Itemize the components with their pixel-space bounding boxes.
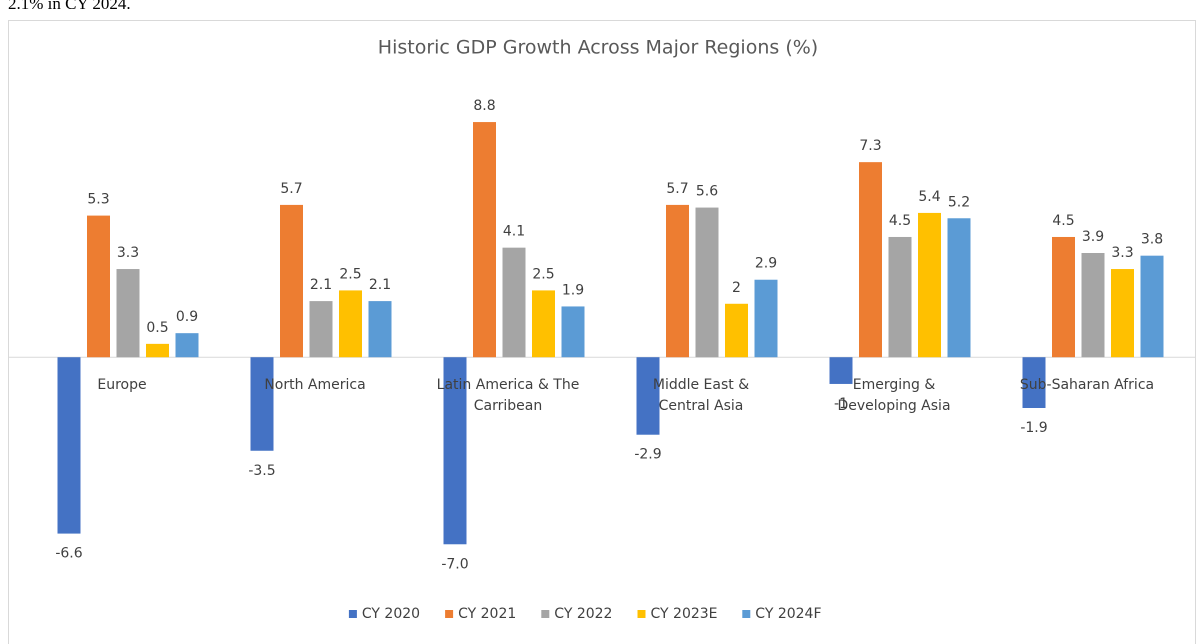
data-label: -6.6 bbox=[55, 546, 82, 562]
header-text: 2.1% in CY 2024. bbox=[8, 0, 131, 13]
data-label: 5.7 bbox=[666, 181, 688, 197]
x-tick-label: North America bbox=[264, 377, 366, 394]
legend-swatch bbox=[637, 610, 646, 618]
data-label: 2.9 bbox=[755, 256, 777, 272]
data-label: 2.1 bbox=[369, 277, 391, 293]
data-label: -3.5 bbox=[248, 463, 275, 479]
data-label: -7.0 bbox=[441, 556, 468, 572]
chart-border bbox=[8, 20, 1196, 644]
data-label: 3.3 bbox=[1111, 245, 1133, 261]
bar bbox=[502, 247, 526, 358]
data-label: 4.5 bbox=[889, 213, 911, 229]
x-tick-label: Sub-Saharan Africa bbox=[1019, 377, 1155, 394]
legend-swatch bbox=[445, 610, 454, 618]
bar bbox=[473, 122, 496, 358]
bar bbox=[695, 207, 719, 358]
x-tick-label: Emerging & Developing Asia bbox=[837, 377, 951, 415]
data-label: 0.9 bbox=[176, 309, 198, 325]
data-label: -2.9 bbox=[634, 447, 661, 463]
data-label: 5.3 bbox=[87, 192, 109, 208]
legend-swatch bbox=[348, 610, 357, 618]
x-tick-label: Middle East & Central Asia bbox=[652, 377, 750, 415]
data-label: -1 bbox=[834, 396, 848, 412]
bar bbox=[57, 357, 81, 534]
legend-label: CY 2023E bbox=[651, 606, 718, 622]
data-label: 3.9 bbox=[1082, 229, 1104, 245]
bar bbox=[947, 218, 971, 358]
bar bbox=[280, 204, 303, 358]
data-label: 4.5 bbox=[1052, 213, 1074, 229]
bar bbox=[146, 343, 169, 358]
data-label: 3.8 bbox=[1141, 232, 1163, 248]
bar bbox=[368, 301, 392, 358]
data-label: 2.5 bbox=[339, 266, 361, 282]
data-label: 2.1 bbox=[310, 277, 332, 293]
data-label: 3.3 bbox=[117, 245, 139, 261]
bar bbox=[1111, 269, 1134, 358]
legend-label: CY 2021 bbox=[458, 606, 516, 622]
bar bbox=[561, 306, 585, 358]
data-label: 2 bbox=[732, 280, 741, 296]
bar bbox=[175, 333, 199, 358]
bar bbox=[532, 290, 555, 358]
legend-swatch bbox=[541, 610, 550, 618]
bar bbox=[636, 357, 660, 435]
bar bbox=[918, 212, 941, 358]
legend-swatch bbox=[742, 610, 751, 618]
data-label: 7.3 bbox=[859, 138, 881, 154]
bar bbox=[1140, 255, 1164, 358]
bar bbox=[87, 215, 110, 358]
data-label: 2.5 bbox=[532, 266, 554, 282]
data-label: 5.4 bbox=[918, 189, 940, 205]
data-label: 5.6 bbox=[696, 184, 718, 200]
legend-label: CY 2024F bbox=[755, 606, 821, 622]
x-tick-label: Latin America & The Carribean bbox=[436, 377, 580, 415]
bar bbox=[888, 236, 912, 358]
bar bbox=[443, 357, 467, 545]
data-label: 1.9 bbox=[562, 282, 584, 298]
bar bbox=[754, 279, 778, 358]
data-label: 0.5 bbox=[146, 320, 168, 336]
bar bbox=[666, 204, 689, 358]
data-label: 4.1 bbox=[503, 224, 525, 240]
chart-title: Historic GDP Growth Across Major Regions… bbox=[378, 37, 818, 59]
legend-label: CY 2020 bbox=[362, 606, 420, 622]
bar bbox=[339, 290, 362, 358]
x-tick-label: Europe bbox=[97, 377, 147, 394]
bar bbox=[829, 357, 853, 384]
bar bbox=[725, 303, 748, 358]
bar bbox=[859, 162, 882, 358]
bar bbox=[1052, 236, 1075, 358]
bar bbox=[1022, 357, 1046, 408]
bar bbox=[250, 357, 274, 451]
data-label: 5.2 bbox=[948, 194, 970, 210]
data-label: 8.8 bbox=[473, 98, 495, 114]
bar bbox=[309, 301, 333, 358]
legend-label: CY 2022 bbox=[554, 606, 612, 622]
bar bbox=[1081, 253, 1105, 358]
data-label: -1.9 bbox=[1020, 420, 1047, 436]
data-label: 5.7 bbox=[280, 181, 302, 197]
bar bbox=[116, 269, 140, 358]
